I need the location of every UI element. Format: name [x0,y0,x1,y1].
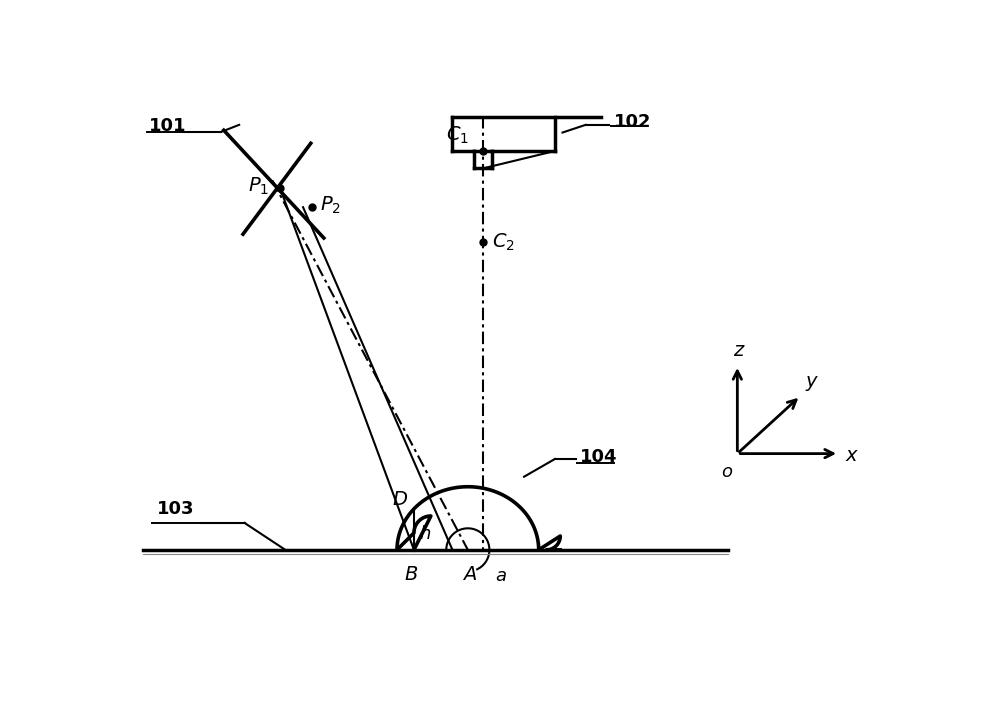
Text: $P_2$: $P_2$ [320,195,341,216]
Text: $y$: $y$ [805,374,819,393]
Text: $x$: $x$ [845,446,859,465]
Text: $z$: $z$ [733,342,745,361]
Text: $C_1$: $C_1$ [446,125,469,146]
Text: 102: 102 [614,113,652,130]
Text: $o$: $o$ [721,463,733,481]
Text: $A$: $A$ [462,565,477,584]
Text: 101: 101 [149,118,187,135]
Text: $C_2$: $C_2$ [492,231,515,252]
Text: 104: 104 [580,448,618,466]
Text: $P_1$: $P_1$ [248,176,269,197]
Text: $a$: $a$ [495,567,507,585]
Text: 103: 103 [156,500,194,518]
Text: $B$: $B$ [404,565,418,584]
Text: $h$: $h$ [419,525,431,543]
Text: $D$: $D$ [392,490,408,509]
